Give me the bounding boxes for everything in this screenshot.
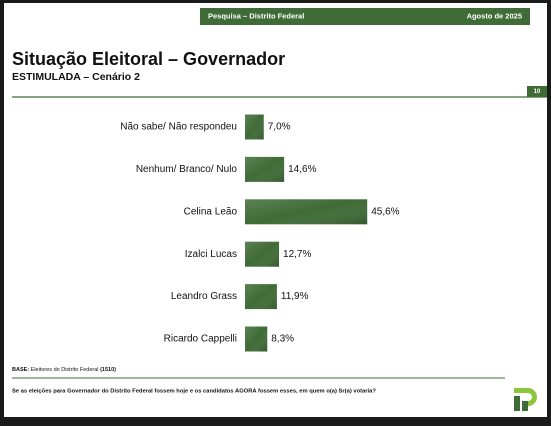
header-bar (200, 8, 530, 25)
value-label: 45,6% (371, 206, 399, 217)
chart-title: Situação Eleitoral – Governador (12, 49, 285, 69)
bar-shade (245, 114, 264, 140)
base-text: Eleitores do Distrito Federal (31, 367, 99, 373)
category-label: Leandro Grass (171, 291, 237, 302)
header-left: Pesquisa – Distrito Federal (208, 11, 304, 20)
value-label: 12,7% (283, 249, 311, 260)
bar-shade (245, 241, 280, 267)
category-label: Celina Leão (184, 206, 238, 217)
plot: Não sabe/ Não respondeu 7,0% Nenhum/ Branc… (120, 114, 400, 352)
value-label: 11,9% (281, 291, 309, 302)
bar-shade (245, 326, 268, 352)
bar-shade (245, 156, 285, 182)
header-right: Agosto de 2025 (467, 11, 522, 20)
bar-shade (245, 199, 368, 225)
page-number: 10 (534, 89, 541, 95)
value-label: 8,3% (271, 334, 294, 345)
category-label: Izalci Lucas (185, 249, 237, 260)
question: Se as eleições para Governador do Distri… (12, 389, 376, 395)
base-note: BASE: Eleitores do Distrito Federal (151… (12, 367, 116, 373)
base-n: (1510) (100, 367, 116, 373)
chart-subtitle: ESTIMULADA – Cenário 2 (12, 71, 140, 83)
category-label: Ricardo Cappelli (164, 334, 237, 345)
category-label: Nenhum/ Branco/ Nulo (136, 164, 238, 175)
value-label: 14,6% (288, 164, 316, 175)
category-label: Não sabe/ Não respondeu (120, 122, 237, 133)
bar-shade (245, 284, 277, 310)
page-number-box (527, 86, 547, 97)
base-label: BASE: (12, 367, 29, 373)
logo (514, 388, 537, 411)
value-label: 7,0% (268, 122, 291, 133)
